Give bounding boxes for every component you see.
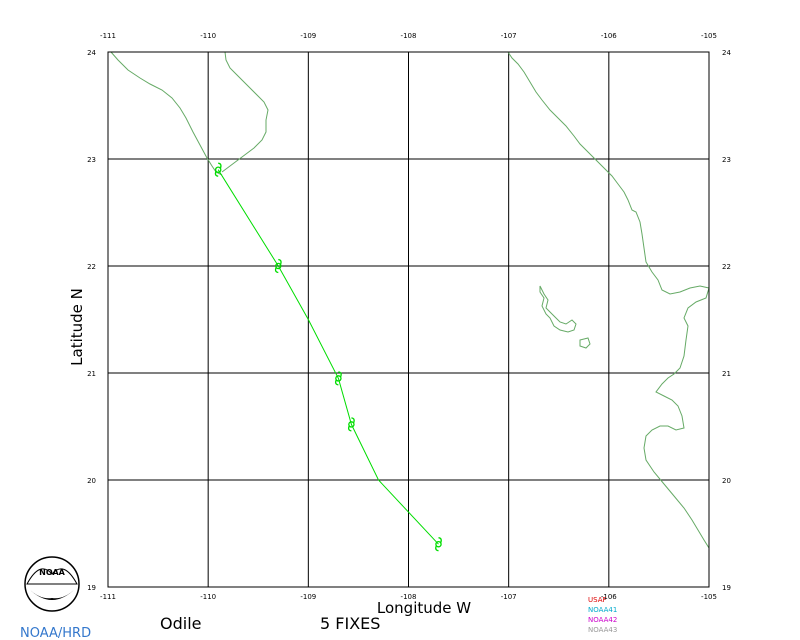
y-tick-label-left: 23 <box>87 156 96 164</box>
x-tick-label-bottom: -107 <box>501 593 517 601</box>
plot-frame <box>107 51 710 588</box>
x-tick-label-bottom: -110 <box>200 593 216 601</box>
x-tick-label-bottom: -111 <box>100 593 116 601</box>
x-tick-label-top: -107 <box>501 32 517 40</box>
hurricane-fix-eye <box>214 166 222 173</box>
hurricane-fix-arm <box>214 170 219 177</box>
track-line <box>217 169 439 545</box>
storm-name: Odile <box>160 614 201 633</box>
axis-tick-labels: -111 -111 -110 -110 -109 -109 -108 -108 -107 -107… <box>87 32 731 601</box>
y-tick-label-right: 22 <box>722 263 731 271</box>
noaa-logo-text: NOAA <box>39 568 65 577</box>
coastline <box>110 51 710 549</box>
coastline-segment <box>539 285 577 333</box>
hurricane-fix-arm <box>335 379 339 386</box>
x-tick-label-bottom: -106 <box>601 593 617 601</box>
hurricane-fix-arm <box>435 545 439 552</box>
legend-item: NOAA41 <box>588 606 617 614</box>
x-tick-label-top: -106 <box>601 32 617 40</box>
x-tick-label-top: -105 <box>701 32 717 40</box>
credit-label: NOAA/HRD <box>20 626 91 640</box>
hurricane-fix-arm <box>274 267 279 274</box>
y-tick-label-left: 19 <box>87 584 96 592</box>
hurricane-fix-arm <box>348 425 352 432</box>
y-tick-label-right: 24 <box>722 49 731 57</box>
x-tick-label-top: -109 <box>300 32 316 40</box>
x-tick-label-bottom: -109 <box>300 593 316 601</box>
y-tick-label-right: 23 <box>722 156 731 164</box>
y-tick-label-left: 24 <box>87 49 96 57</box>
fix-count: 5 FIXES <box>320 614 380 633</box>
y-tick-label-left: 21 <box>87 370 96 378</box>
noaa-logo-bird-icon <box>26 568 78 585</box>
coastline-segment <box>579 337 591 349</box>
y-tick-label-right: 19 <box>722 584 731 592</box>
x-axis-title: Longitude W <box>377 599 471 617</box>
y-axis-title: Latitude N <box>68 288 86 366</box>
x-tick-label-top: -111 <box>100 32 116 40</box>
hurricane-fix-icon <box>435 537 442 552</box>
coastline-segment <box>110 51 223 176</box>
y-tick-label-right: 20 <box>722 477 731 485</box>
hurricane-fix-icon <box>348 417 355 432</box>
hurricane-fix-icon <box>335 371 342 386</box>
platform-legend: USAF NOAA41 NOAA42 NOAA43 <box>588 596 617 634</box>
y-tick-label-right: 21 <box>722 370 731 378</box>
noaa-logo: NOAA <box>24 556 80 612</box>
x-tick-label-top: -110 <box>200 32 216 40</box>
hurricane-fix-arm <box>438 537 442 543</box>
x-tick-label-bottom: -108 <box>401 593 417 601</box>
storm-fixes <box>214 162 442 552</box>
coastline-segment <box>221 51 269 173</box>
coastline-segment <box>643 287 710 549</box>
hurricane-fix-icon <box>214 162 222 177</box>
x-tick-label-top: -108 <box>401 32 417 40</box>
storm-track <box>217 169 439 545</box>
x-tick-label-bottom: -105 <box>701 593 717 601</box>
hurricane-fix-arm <box>218 162 222 169</box>
legend-item: NOAA42 <box>588 616 617 624</box>
y-tick-label-left: 20 <box>87 477 96 485</box>
hurricane-fix-arm <box>351 417 355 424</box>
y-tick-label-left: 22 <box>87 263 96 271</box>
hurricane-fix-eye <box>348 421 355 428</box>
noaa-logo-wave-icon <box>28 588 76 600</box>
legend-item: USAF <box>588 596 607 604</box>
lat-lon-grid <box>107 51 710 588</box>
hurricane-fix-arm <box>338 371 342 378</box>
hurricane-fix-eye <box>335 375 342 382</box>
hurricane-fix-eye <box>275 262 282 270</box>
legend-item: NOAA43 <box>588 626 617 634</box>
hurricane-fix-eye <box>435 540 442 548</box>
hurricane-fix-arm <box>278 258 282 265</box>
coastline-segment <box>507 51 710 295</box>
hurricane-fix-icon <box>274 258 282 274</box>
